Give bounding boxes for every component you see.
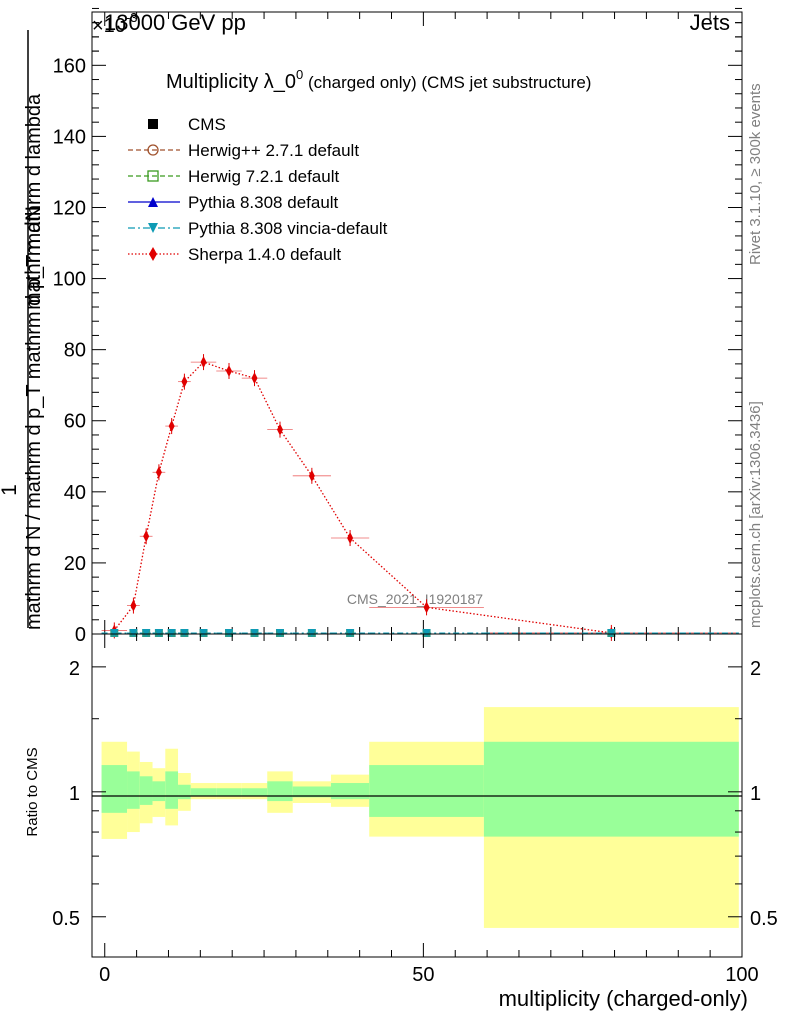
ratio-band-stat [165,771,179,809]
ratio-band-stat [178,784,191,800]
ratio-band-stat [190,788,217,796]
sherpa-point [347,532,354,545]
xtick-label: 50 [412,964,434,986]
legend-marker [148,223,158,233]
sherpa-point [276,423,283,436]
sherpa-line [113,361,612,634]
legend: CMS Herwig++ 2.7.1 default Herwig 7.2.1 de… [128,115,388,264]
main-y-axis: 0 20 40 60 80 100 120 140 160 [53,7,742,646]
title-sup: 0 [296,67,303,82]
legend-marker [148,197,158,207]
ratio-band-stat [369,765,484,817]
x-axis-label: multiplicity (charged-only) [499,986,748,1011]
ratio-band-stat [101,765,128,813]
rivet-info: Rivet 3.1.10, ≥ 300k events [747,83,764,265]
sherpa-point [251,372,258,385]
ratio-band-stat [241,788,268,796]
main-series [101,354,739,641]
main-ytick-label: 40 [64,482,86,504]
legend-label: Pythia 8.308 default [188,193,339,212]
ratio-ytick-label-right: 2 [750,658,761,680]
xtick-label: 100 [725,964,758,986]
ratio-ylabel: Ratio to CMS [24,747,41,836]
sherpa-point [226,364,233,377]
ratio-ytick-label: 1 [69,783,80,805]
generator-point [167,629,176,637]
generator-point [225,629,234,637]
ratio-frame [91,633,743,958]
legend-marker [148,119,158,129]
main-ytick-label: 140 [53,126,86,148]
ratio-bands [101,707,739,928]
generator-point [180,629,189,637]
plot-title: Multiplicity λ_00 (charged only) (CMS je… [166,67,591,93]
energy-label: 13000 GeV pp [104,10,246,35]
generator-point [422,629,431,637]
sherpa-point [143,530,150,543]
legend-label: Herwig 7.2.1 default [188,167,339,186]
sherpa-point [155,466,162,479]
legend-marker [147,170,159,182]
sherpa-point [200,356,207,369]
main-ytick-label: 20 [64,553,86,575]
exponent-label: ×10-3 [92,10,138,37]
ratio-ytick-label-right: 0.5 [750,908,778,930]
main-ytick-label: 0 [75,624,86,646]
legend-label: Herwig++ 2.7.1 default [188,141,359,160]
sherpa-point [308,469,315,482]
legend-label: Pythia 8.308 vincia-default [188,219,388,238]
ratio-band-stat [483,741,739,837]
generator-point [154,629,163,637]
main-frame [91,11,743,635]
generator-point [110,629,119,637]
main-ytick-label: 100 [53,269,86,291]
ylabel-one: 1 [0,484,21,496]
ratio-band-stat [292,786,331,798]
watermark: CMS_2021_I1920187 [347,591,483,607]
main-ytick-label: 120 [53,197,86,219]
generator-point [199,629,208,637]
ratio-band-stat [267,781,293,802]
ratio-band-stat [216,788,242,796]
ratio-x-axis: 0 50 100 [99,634,759,986]
sherpa-point [130,599,137,612]
ratio-ytick-label-right: 1 [750,783,761,805]
main-ytick-label: 160 [53,55,86,77]
ratio-ytick-label: 2 [69,658,80,680]
xtick-label: 0 [99,964,110,986]
exponent-base: ×10 [92,15,126,37]
ylabel-denominator: mathrm d N / mathrm d p_T mathrm d p_T m… [23,93,45,630]
exponent-power: -3 [126,10,138,25]
generator-point [129,629,138,637]
ratio-ytick-label: 0.5 [52,908,80,930]
generator-point [307,629,316,637]
legend-marker [147,144,159,156]
main-ylabel: 1 mathrm dN mathrm d N / mathrm d p_T ma… [0,30,45,630]
ratio-band-stat [139,776,153,805]
main-ytick-label: 80 [64,340,86,362]
sherpa-point [423,601,430,614]
generator-point [607,629,616,637]
generator-point [346,629,355,637]
mcplots-info: mcplots.cern.ch [arXiv:1306.3436] [747,401,764,628]
generator-point [250,629,259,637]
main-ytick-label: 60 [64,411,86,433]
legend-label: Sherpa 1.4.0 default [188,245,341,264]
legend-marker [149,247,157,261]
ratio-band-stat [152,781,166,802]
ratio-band-stat [330,783,370,800]
title-main: Multiplicity λ_0 [166,71,296,93]
main-x-axis [104,12,743,634]
ratio-band-stat [127,771,140,809]
generator-point [142,629,151,637]
title-rest: (charged only) (CMS jet substructure) [303,73,591,92]
generator-point [275,629,284,637]
sherpa-point [168,420,175,433]
sherpa-point [181,375,188,388]
ratio-y-axis: 0.5 0.5 1 1 2 2 [52,658,778,930]
legend-label: CMS [188,115,226,134]
